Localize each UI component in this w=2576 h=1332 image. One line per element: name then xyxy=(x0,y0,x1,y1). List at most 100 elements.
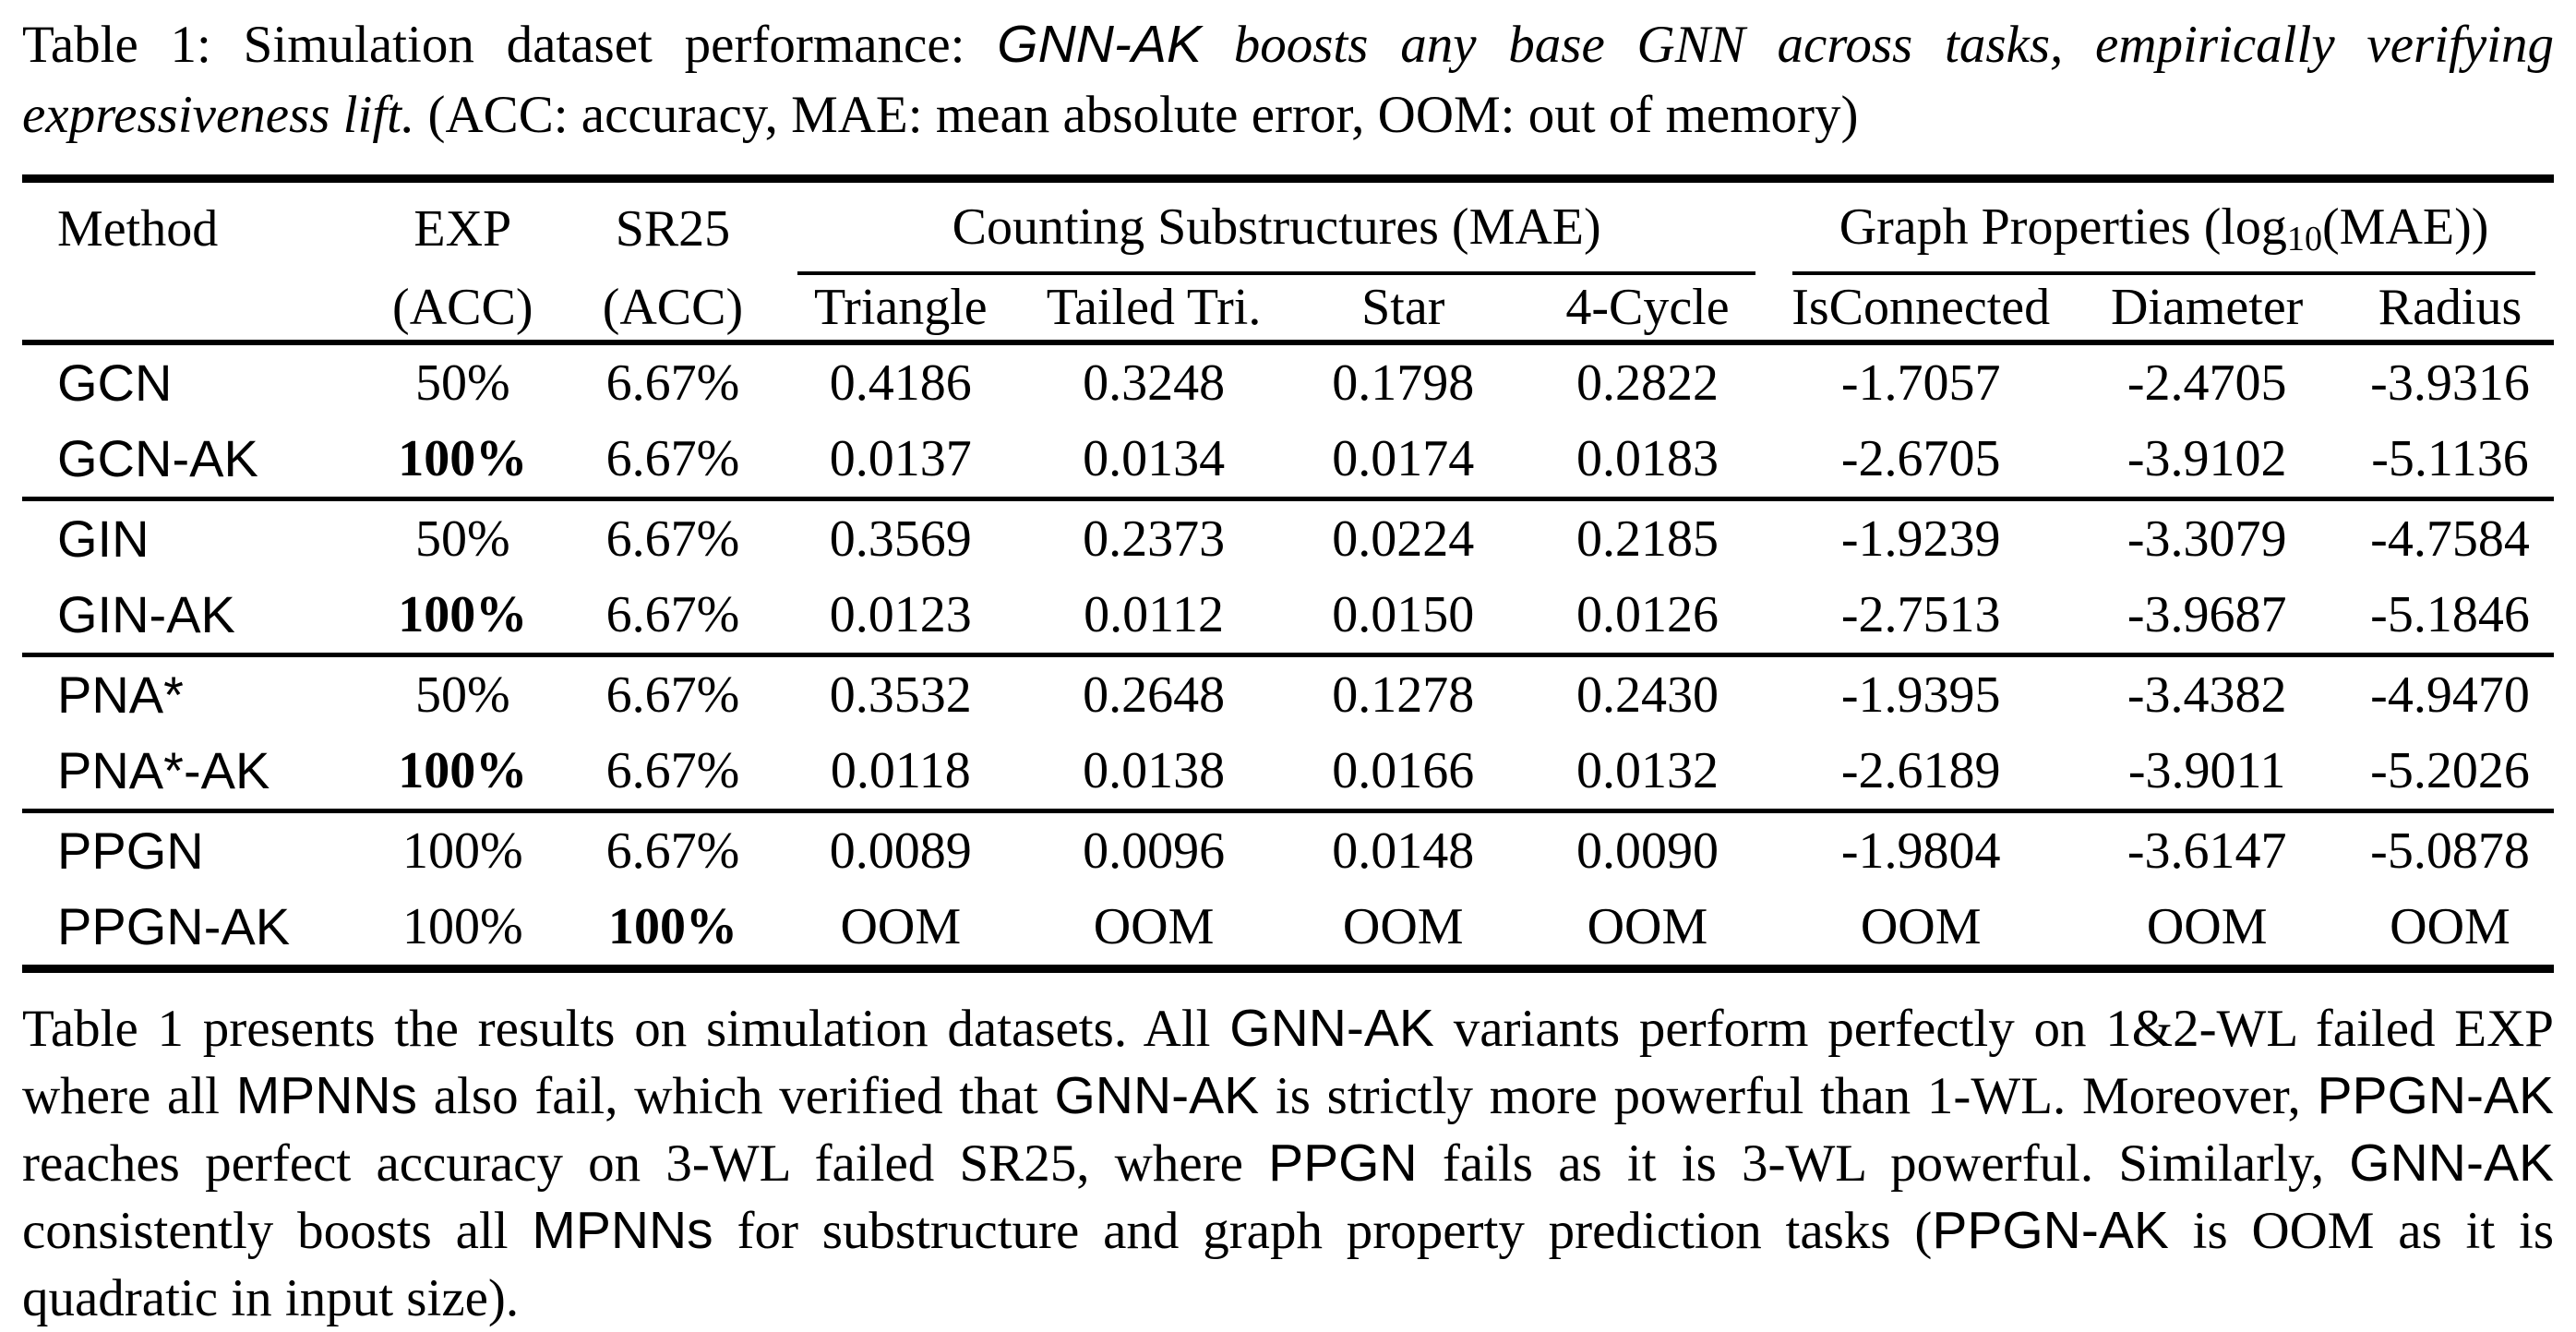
value-cell: -1.7057 xyxy=(1840,354,2001,412)
value-cell: -2.6189 xyxy=(1840,742,2001,799)
text-segment: GNN-AK xyxy=(1229,999,1434,1058)
value-cell: -1.9239 xyxy=(1840,510,2001,568)
col-group-counting-label: Counting Substructures (MAE) xyxy=(952,198,1601,256)
value-cell: OOM xyxy=(2146,898,2268,955)
value-cell: 0.0126 xyxy=(1576,586,1719,643)
value-cell: 6.67% xyxy=(605,822,740,880)
text-segment: variants perform perfectly on 1&2-WL fai… xyxy=(22,1000,2554,1125)
results-table: Method EXP (ACC) SR25 (ACC) Counting Sub… xyxy=(22,174,2554,973)
table-group: GCN 50% 6.67% 0.4186 0.3248 0.1798 0.2822 -1.70… xyxy=(22,342,2554,499)
col-header-method: Method xyxy=(22,179,359,343)
value-cell: 0.2430 xyxy=(1576,666,1719,724)
value-cell: -3.4382 xyxy=(2127,666,2287,724)
text-segment: also fail, which verified that xyxy=(417,1067,1055,1125)
value-cell: OOM xyxy=(1342,898,1464,955)
value-cell: 6.67% xyxy=(605,742,740,799)
method-name-cell: PNA*-AK xyxy=(57,741,270,799)
value-cell: 0.0138 xyxy=(1083,742,1226,799)
text-segment: GNN-AK xyxy=(1054,1066,1260,1125)
text-segment: PPGN-AK xyxy=(1932,1201,2169,1260)
value-cell: 0.2822 xyxy=(1576,354,1719,412)
value-cell: 0.0166 xyxy=(1332,742,1475,799)
header-row-subcolumns: Triangle Tailed Tri. Star 4-Cycle IsConn… xyxy=(22,275,2554,342)
value-cell: 0.0174 xyxy=(1332,430,1475,487)
value-cell: 0.0148 xyxy=(1332,822,1475,880)
col-group-counting-substructures: Counting Substructures (MAE) xyxy=(779,179,1774,275)
value-cell: -3.9687 xyxy=(2127,586,2287,643)
log-base-subscript: 10 xyxy=(2286,219,2322,258)
value-cell: 0.0183 xyxy=(1576,430,1719,487)
text-segment: Table 1: Simulation dataset performance: xyxy=(22,16,998,74)
value-cell: 0.2648 xyxy=(1083,666,1226,724)
col-header-diameter: Diameter xyxy=(2110,279,2304,336)
value-cell: 6.67% xyxy=(605,510,740,568)
value-cell: 50% xyxy=(414,354,510,412)
col-group-graph-label-post: (MAE)) xyxy=(2322,198,2489,256)
value-cell: 0.0134 xyxy=(1083,430,1226,487)
method-name-cell: GIN xyxy=(57,510,150,568)
col-group-graph-label-pre: Graph Properties (log xyxy=(1839,198,2287,256)
value-cell: 0.0123 xyxy=(829,586,972,643)
value-cell: OOM xyxy=(2390,898,2510,955)
value-cell: 0.0089 xyxy=(829,822,972,880)
table-row: GIN 50% 6.67% 0.3569 0.2373 0.0224 0.2185 -1.92… xyxy=(22,499,2554,578)
value-cell: -4.9470 xyxy=(2370,666,2530,724)
value-cell: 0.2373 xyxy=(1083,510,1226,568)
text-segment: PPGN-AK xyxy=(2317,1066,2555,1125)
value-cell: 0.0112 xyxy=(1084,586,1225,643)
text-segment: Table 1 presents the results on simulati… xyxy=(22,1000,1230,1058)
value-cell: 6.67% xyxy=(605,586,740,643)
value-cell: 6.67% xyxy=(605,666,740,724)
value-cell: 50% xyxy=(414,510,510,568)
text-segment: reaches perfect accuracy on 3-WL failed … xyxy=(22,1134,1269,1193)
table-row: PPGN-AK 100% 100% OOM OOM OOM OOM OOM OOM OOM xyxy=(22,889,2554,969)
table-row: PNA*-AK 100% 6.67% 0.0118 0.0138 0.0166 0.0132… xyxy=(22,733,2554,811)
col-header-star: Star xyxy=(1361,279,1445,336)
col-header-exp-line1: EXP xyxy=(413,200,512,258)
value-cell: 0.0096 xyxy=(1083,822,1226,880)
text-segment: is strictly more powerful than 1-WL. Mor… xyxy=(1259,1067,2318,1125)
value-cell: 0.1798 xyxy=(1332,354,1475,412)
value-cell: 0.4186 xyxy=(829,354,972,412)
value-cell: -5.0878 xyxy=(2370,822,2530,880)
value-cell: 6.67% xyxy=(605,354,740,412)
table-row: GIN-AK 100% 6.67% 0.0123 0.0112 0.0150 0.0126 -… xyxy=(22,577,2554,655)
value-cell: 6.67% xyxy=(605,430,740,487)
table-caption: Table 1: Simulation dataset performance:… xyxy=(22,9,2554,150)
text-segment: (ACC: accuracy, MAE: mean absolute error… xyxy=(414,86,1859,144)
value-cell: 0.0137 xyxy=(829,430,972,487)
col-header-isconnected: IsConnected xyxy=(1791,279,2051,336)
value-cell: 0.1278 xyxy=(1332,666,1475,724)
value-cell: -2.7513 xyxy=(1840,586,2001,643)
table-row: GCN-AK 100% 6.67% 0.0137 0.0134 0.0174 0.0183 -… xyxy=(22,421,2554,499)
value-cell: -2.4705 xyxy=(2127,354,2287,412)
table-header: Method EXP (ACC) SR25 (ACC) Counting Sub… xyxy=(22,179,2554,342)
value-cell: 100% xyxy=(398,742,528,799)
col-header-exp: EXP (ACC) xyxy=(359,179,567,343)
value-cell: -3.9102 xyxy=(2127,430,2287,487)
value-cell: -1.9804 xyxy=(1840,822,2001,880)
value-cell: 100% xyxy=(398,430,528,487)
table-group: GIN 50% 6.67% 0.3569 0.2373 0.0224 0.2185 -1.92… xyxy=(22,498,2554,655)
method-name-cell: PPGN xyxy=(57,822,204,880)
col-header-radius: Radius xyxy=(2378,279,2522,336)
col-header-sr25: SR25 (ACC) xyxy=(567,179,779,343)
col-header-4cycle: 4-Cycle xyxy=(1565,279,1730,336)
text-segment: GNN-AK xyxy=(2349,1134,2554,1193)
value-cell: 0.0224 xyxy=(1332,510,1475,568)
value-cell: 0.0150 xyxy=(1332,586,1475,643)
value-cell: -1.9395 xyxy=(1840,666,2001,724)
value-cell: -3.3079 xyxy=(2127,510,2287,568)
value-cell: 0.2185 xyxy=(1576,510,1719,568)
value-cell: 100% xyxy=(401,822,523,880)
value-cell: -5.1136 xyxy=(2371,430,2529,487)
text-segment: fails as it is 3-WL powerful. Similarly, xyxy=(1417,1134,2350,1193)
value-cell: 0.3532 xyxy=(829,666,972,724)
value-cell: 0.3248 xyxy=(1083,354,1226,412)
header-row-groups: Method EXP (ACC) SR25 (ACC) Counting Sub… xyxy=(22,179,2554,336)
text-segment: PPGN xyxy=(1268,1134,1418,1193)
col-group-graph-properties: Graph Properties (log10(MAE)) xyxy=(1774,179,2554,275)
value-cell: -3.9316 xyxy=(2370,354,2530,412)
body-paragraph: Table 1 presents the results on simulati… xyxy=(22,995,2554,1332)
